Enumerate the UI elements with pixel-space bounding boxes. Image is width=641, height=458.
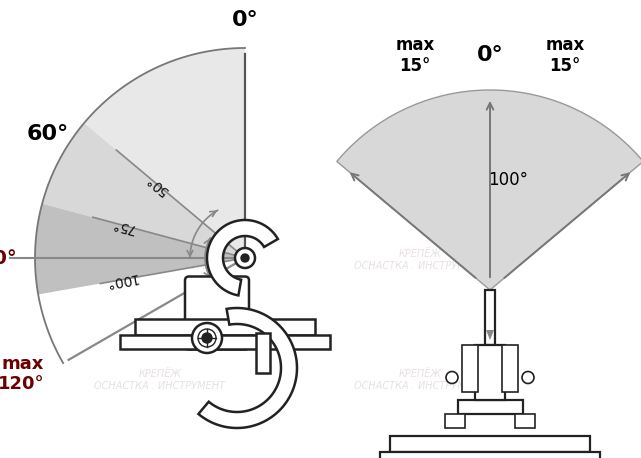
Polygon shape: [207, 220, 278, 295]
FancyBboxPatch shape: [185, 277, 249, 349]
Text: 50°: 50°: [143, 170, 171, 197]
Text: КРЕПЁЖ
ОСНАСТКА . ИНСТРУМЕНТ: КРЕПЁЖ ОСНАСТКА . ИНСТРУМЕНТ: [94, 249, 226, 271]
Bar: [120, 335, 330, 349]
Text: 60°: 60°: [26, 124, 69, 144]
Bar: [502, 345, 518, 392]
Bar: [135, 319, 315, 335]
Text: КРЕПЁЖ
ОСНАСТКА . ИНСТРУМЕНТ: КРЕПЁЖ ОСНАСТКА . ИНСТРУМЕНТ: [354, 369, 486, 391]
Bar: [390, 436, 590, 452]
Wedge shape: [84, 48, 245, 258]
Polygon shape: [337, 90, 641, 290]
Bar: [256, 333, 270, 373]
Text: КРЕПЁЖ
ОСНАСТКА . ИНСТРУМЕНТ: КРЕПЁЖ ОСНАСТКА . ИНСТРУМЕНТ: [354, 249, 486, 271]
Text: 75°: 75°: [110, 215, 137, 235]
Circle shape: [241, 254, 249, 262]
Wedge shape: [35, 204, 245, 294]
Circle shape: [202, 333, 212, 343]
Circle shape: [446, 371, 458, 383]
Text: max
15°: max 15°: [545, 36, 585, 75]
Text: 0°: 0°: [231, 10, 258, 30]
Text: КРЕПЁЖ
ОСНАСТКА . ИНСТРУМЕНТ: КРЕПЁЖ ОСНАСТКА . ИНСТРУМЕНТ: [94, 369, 226, 391]
Text: max
120°: max 120°: [0, 354, 44, 393]
Bar: [458, 400, 522, 414]
Polygon shape: [486, 330, 494, 340]
Wedge shape: [42, 123, 245, 258]
Text: 100°: 100°: [103, 270, 138, 289]
Circle shape: [235, 248, 255, 268]
Text: max
15°: max 15°: [395, 36, 435, 75]
Text: 0°: 0°: [477, 45, 503, 65]
Text: 90°: 90°: [0, 249, 17, 267]
Bar: [380, 452, 600, 458]
Bar: [475, 345, 505, 400]
Circle shape: [522, 371, 534, 383]
Circle shape: [192, 323, 222, 353]
Bar: [445, 414, 465, 428]
Polygon shape: [199, 308, 297, 428]
Bar: [515, 414, 535, 428]
Text: 100°: 100°: [488, 171, 528, 189]
Bar: [462, 345, 478, 392]
Bar: [485, 290, 495, 345]
